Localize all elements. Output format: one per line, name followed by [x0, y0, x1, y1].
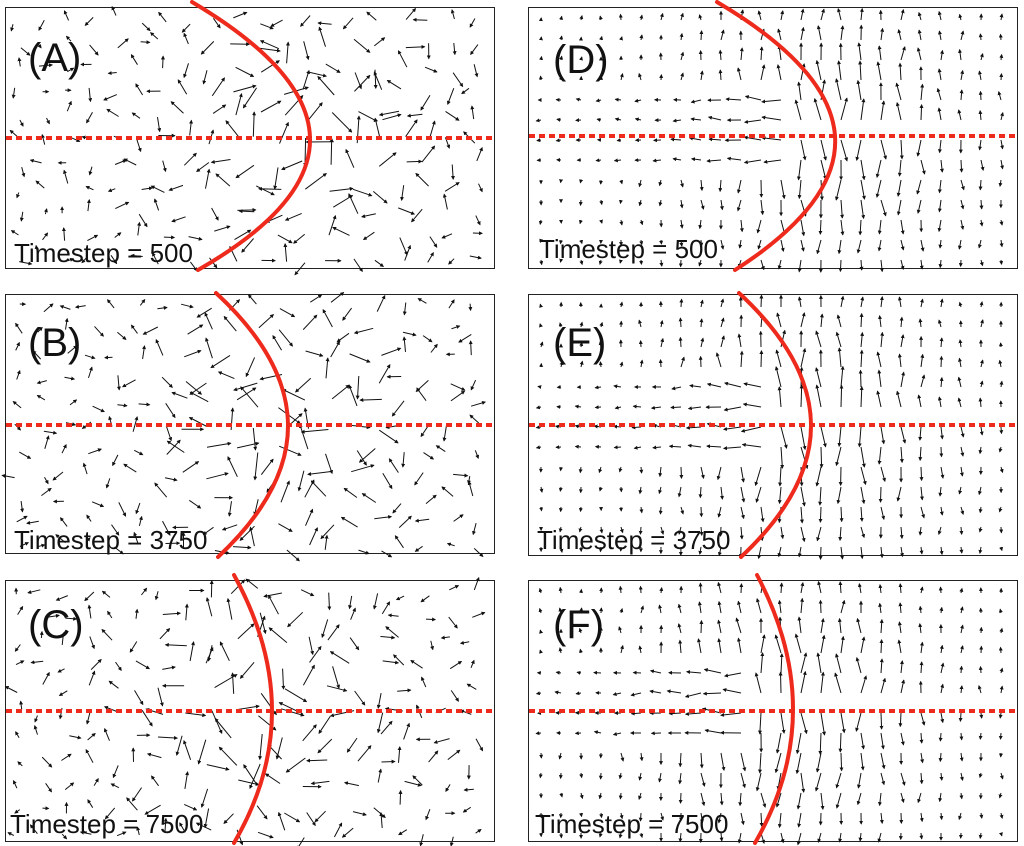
panel-a: (A) Timestep = 500	[5, 0, 496, 276]
interface-curve	[190, 0, 312, 272]
interface-curve	[715, 0, 838, 272]
velocity-field-d	[529, 0, 1019, 273]
velocity-field-c	[4, 573, 496, 846]
interface-curve	[232, 573, 274, 845]
panel-label: (A)	[28, 36, 82, 80]
panel-label: (C)	[28, 603, 84, 647]
timestep-label: Timestep = 500	[14, 238, 193, 268]
velocity-field-a	[6, 0, 496, 276]
timestep-label: Timestep = 7500	[535, 809, 729, 839]
velocity-field-b	[1, 291, 496, 562]
panel-e: (E) Timestep = 3750	[528, 291, 1019, 560]
velocity-arrows	[1, 292, 486, 562]
panel-c: (C) Timestep = 7500	[4, 573, 496, 846]
velocity-arrows	[4, 576, 486, 846]
panel-label: (B)	[28, 321, 82, 365]
velocity-field-e	[529, 291, 1019, 560]
timestep-label: Timestep = 500	[539, 234, 718, 264]
timestep-label: Timestep = 3750	[537, 525, 731, 555]
interface-curve	[737, 291, 813, 559]
panel-label: (D)	[553, 38, 609, 82]
timestep-label: Timestep = 7500	[10, 809, 204, 839]
interface-curve	[214, 291, 290, 559]
panel-f: (F) Timestep = 7500	[528, 573, 1019, 846]
velocity-field-f	[529, 573, 1019, 846]
panel-d: (D) Timestep = 500	[528, 0, 1019, 273]
velocity-arrows	[535, 580, 1004, 846]
velocity-arrows	[535, 7, 1004, 273]
panel-b: (B) Timestep = 3750	[1, 291, 496, 562]
panel-label: (F)	[553, 603, 605, 647]
panel-label: (E)	[553, 321, 607, 365]
interface-curve	[753, 573, 795, 845]
velocity-arrows	[535, 294, 1004, 560]
timestep-label: Timestep = 3750	[14, 525, 208, 555]
